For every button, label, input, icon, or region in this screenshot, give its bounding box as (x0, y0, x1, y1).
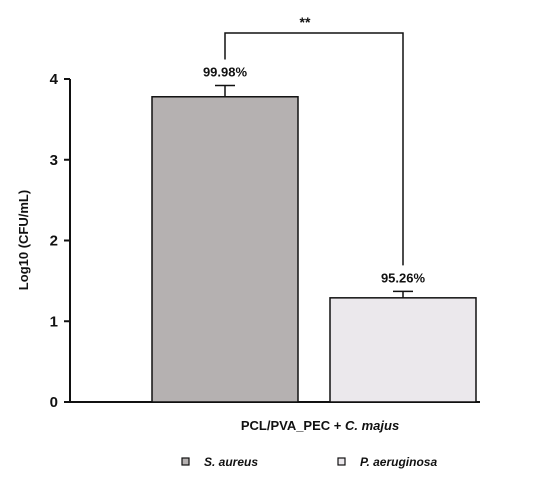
significance-bracket: ** (224, 14, 404, 266)
y-tick-label-1: 1 (50, 313, 58, 330)
legend-label-0: S. aureus (204, 455, 258, 469)
x-axis-title-italic: C. majus (345, 418, 399, 433)
y-tick-label-2: 2 (50, 233, 58, 250)
legend-swatch-0 (181, 457, 190, 466)
y-tick-label-4: 4 (50, 71, 59, 88)
bar-1 (329, 297, 477, 403)
y-axis-title: Log10 (CFU/mL) (16, 190, 31, 290)
x-axis-title: PCL/PVA_PEC + C. majus (241, 418, 399, 433)
legend: S. aureus P. aeruginosa (181, 455, 437, 469)
legend-swatch-1 (337, 457, 346, 466)
significance-label: ** (300, 14, 311, 30)
bars: 99.98% 95.26% (151, 64, 477, 403)
legend-label-1: P. aeruginosa (360, 455, 437, 469)
y-tick-label-3: 3 (50, 152, 58, 169)
significance-line (224, 32, 404, 266)
data-label-1: 95.26% (381, 270, 426, 285)
x-axis-title-main: PCL/PVA_PEC + (241, 418, 345, 433)
data-label-0: 99.98% (203, 64, 248, 79)
y-ticks: 0 1 2 3 4 (50, 71, 70, 411)
bar-0 (151, 96, 299, 403)
y-tick-label-0: 0 (50, 394, 58, 411)
